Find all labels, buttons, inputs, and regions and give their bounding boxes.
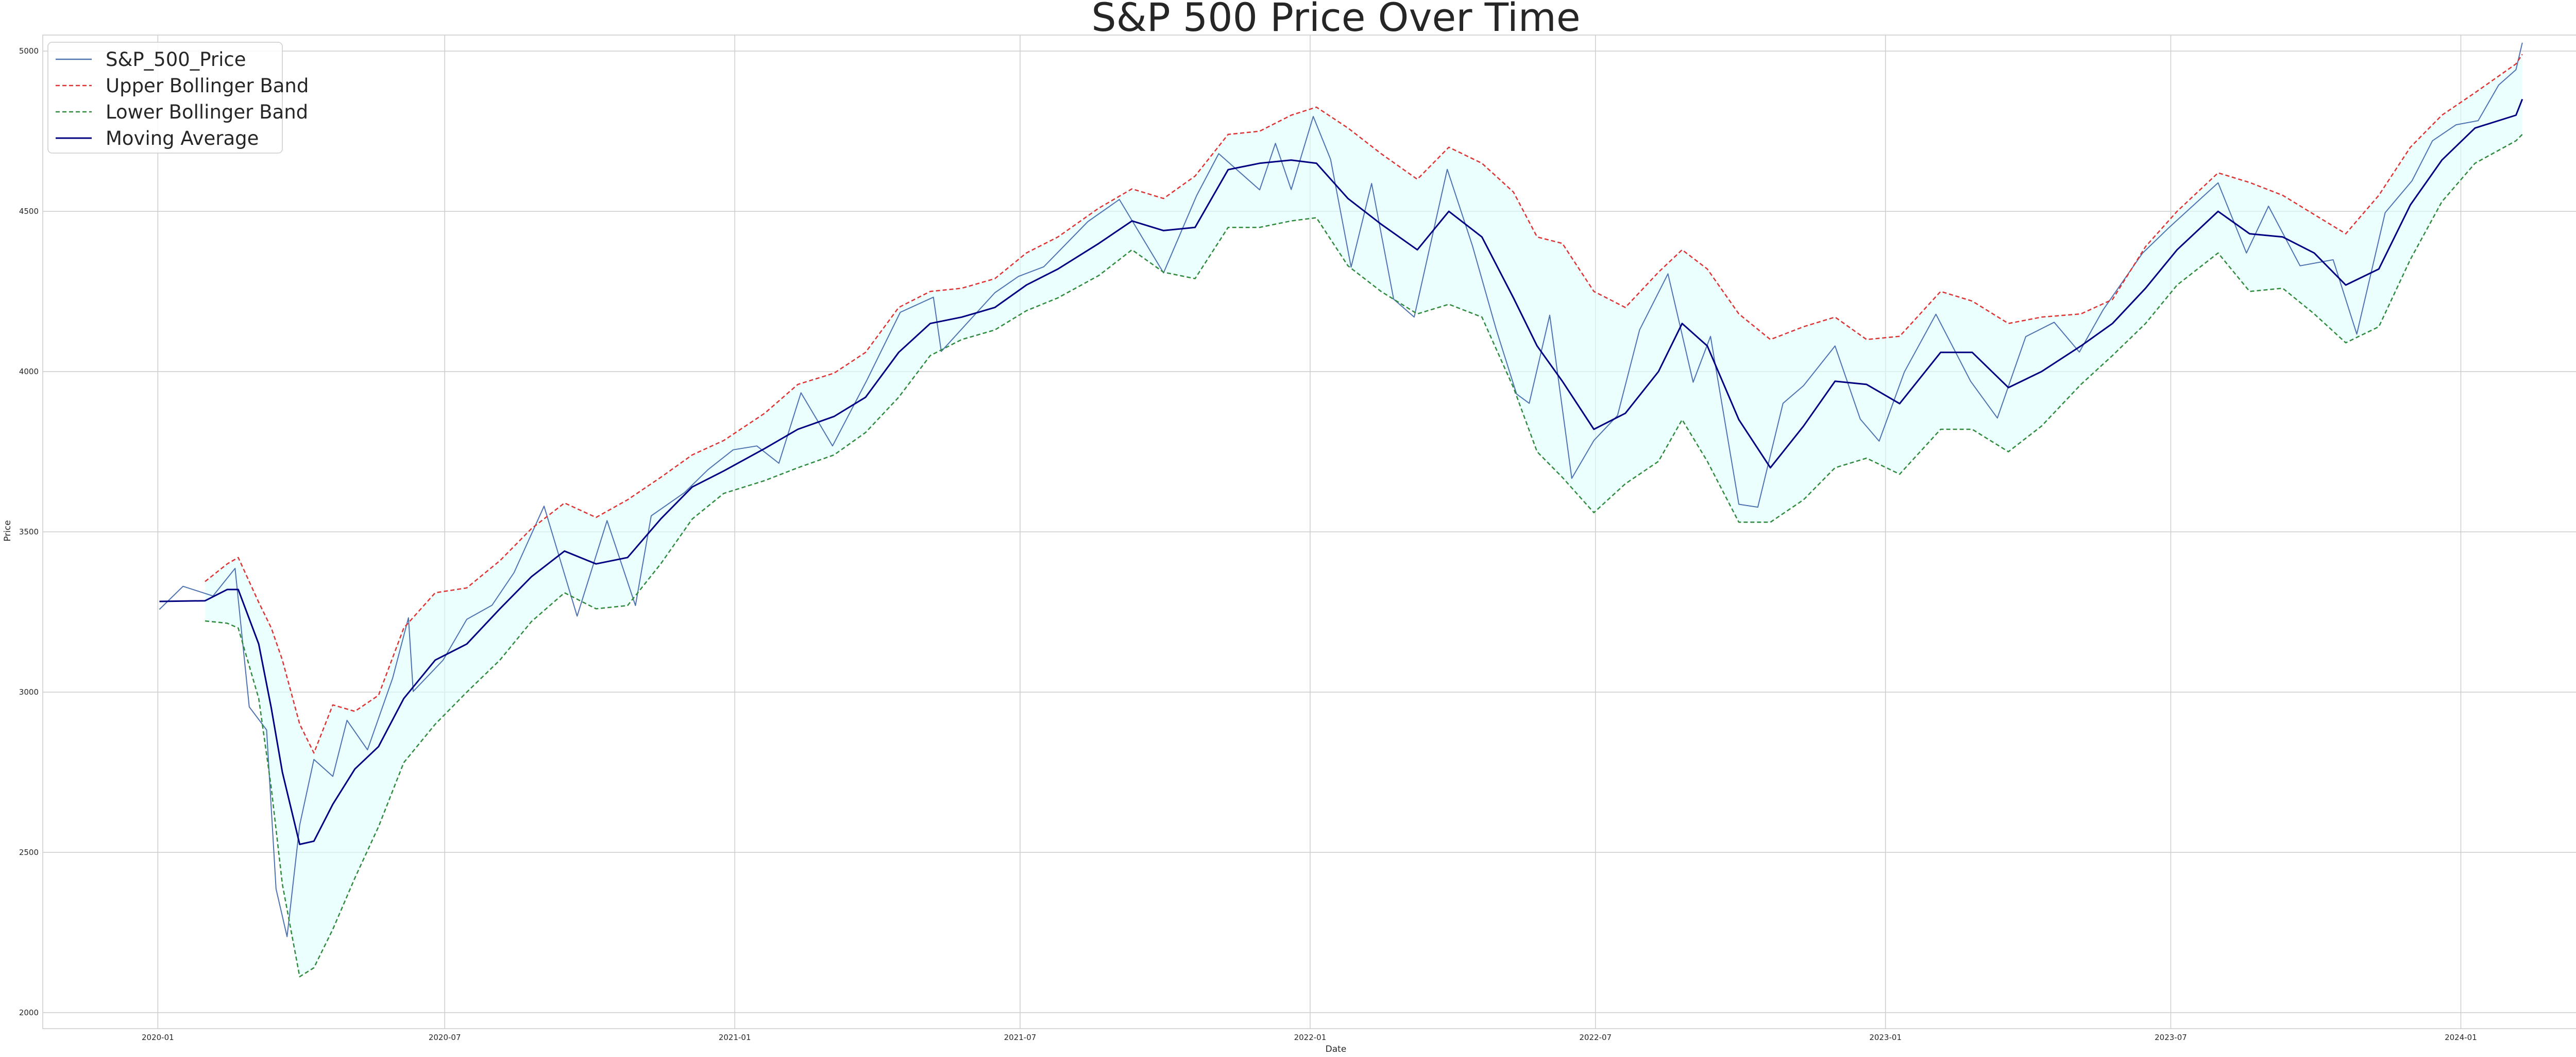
band-fill-area xyxy=(205,54,2522,977)
y-tick-label: 2000 xyxy=(19,1008,39,1017)
x-tick-labels: 2020-01 2020-07 2021-01 2021-07 2022-01 2022-… xyxy=(142,1033,2477,1042)
legend-label-lower-bollinger-band: Lower Bollinger Band xyxy=(106,101,308,123)
series-line-upper-bollinger-band xyxy=(205,54,2523,754)
legend-label-moving-average: Moving Average xyxy=(106,127,259,149)
legend-label-s-p-500-price: S&P_500_Price xyxy=(106,48,246,71)
y-tick-label: 3000 xyxy=(19,687,39,697)
x-tick-label: 2020-01 xyxy=(142,1033,174,1042)
series-lines xyxy=(159,42,2523,978)
x-tick-label: 2020-07 xyxy=(429,1033,461,1042)
x-tick-label: 2024-01 xyxy=(2445,1033,2477,1042)
x-tick-label: 2023-01 xyxy=(1869,1033,1902,1042)
y-tick-label: 2500 xyxy=(19,848,39,857)
y-tick-label: 5000 xyxy=(19,46,39,56)
y-axis-label: Price xyxy=(3,520,13,541)
legend-label-upper-bollinger-band: Upper Bollinger Band xyxy=(106,75,309,97)
bollinger-band-fill xyxy=(205,54,2522,977)
legend: S&P_500_Price Upper Bollinger Band Lower B… xyxy=(47,42,309,154)
x-tick-label: 2021-01 xyxy=(719,1033,751,1042)
chart-title: S&P 500 Price Over Time xyxy=(1091,0,1580,40)
x-tick-label: 2022-07 xyxy=(1579,1033,1612,1042)
y-tick-label: 4000 xyxy=(19,367,39,376)
series-line-lower-bollinger-band xyxy=(205,133,2523,978)
x-tick-label: 2023-07 xyxy=(2155,1033,2187,1042)
y-tick-label: 4500 xyxy=(19,207,39,216)
series-line-s-p-500-price xyxy=(159,42,2523,937)
y-tick-labels: 2000 2500 3000 3500 4000 4500 5000 xyxy=(19,46,39,1017)
plot-area xyxy=(42,35,2576,1029)
legend-box xyxy=(47,42,283,154)
x-axis-label: Date xyxy=(1326,1044,1347,1054)
series-line-moving-average xyxy=(159,98,2523,845)
x-tick-label: 2021-07 xyxy=(1004,1033,1037,1042)
y-tick-label: 3500 xyxy=(19,527,39,536)
x-tick-label: 2022-01 xyxy=(1294,1033,1327,1042)
